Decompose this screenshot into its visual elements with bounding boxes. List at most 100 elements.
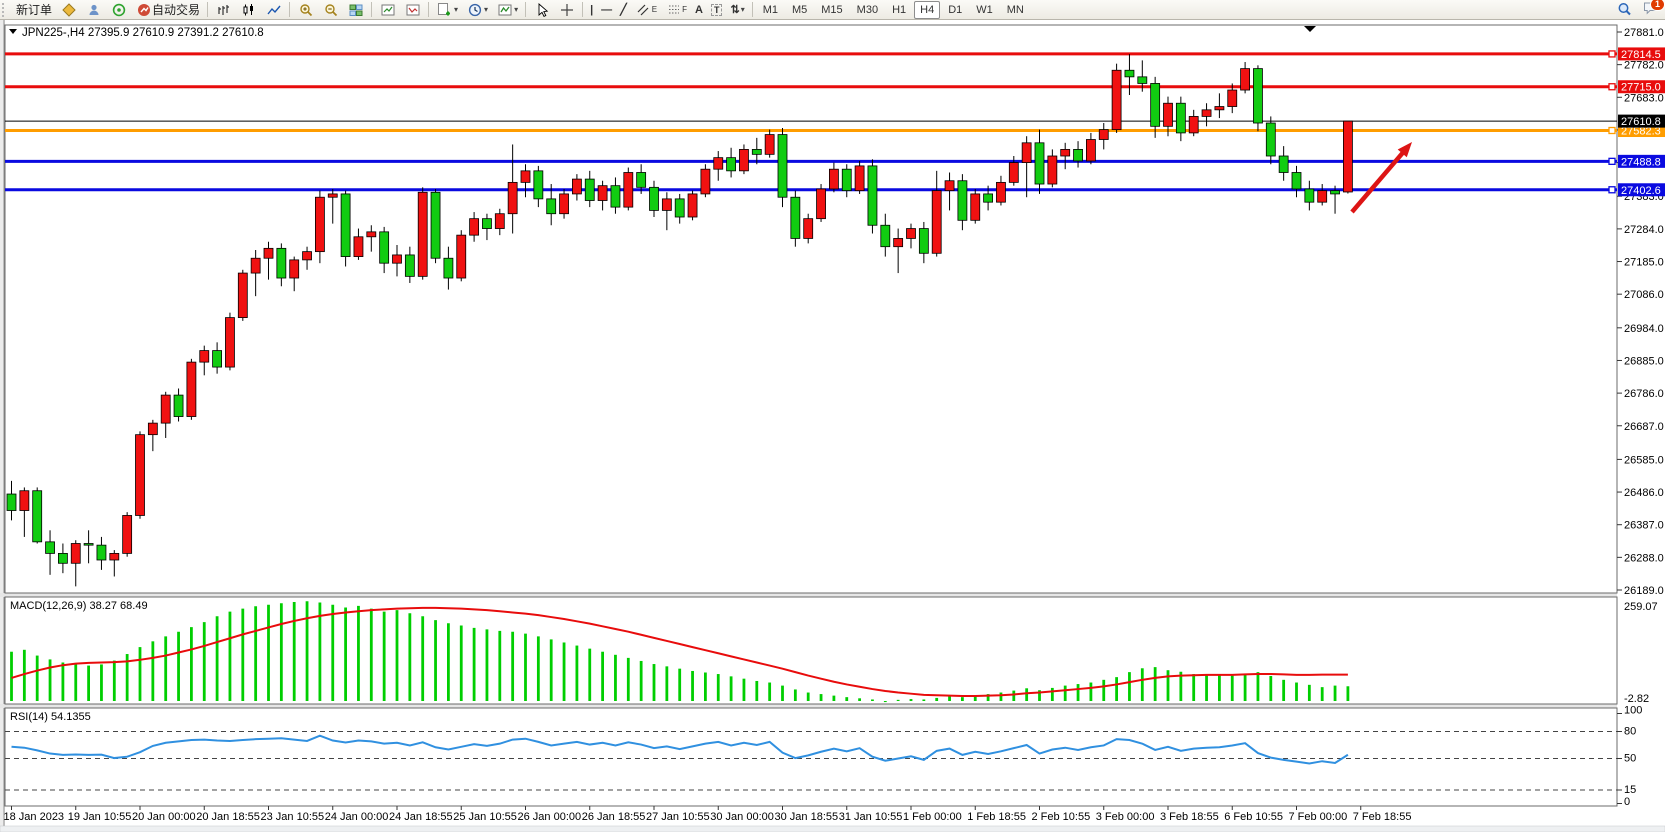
price-tick-label: 26387.0	[1624, 520, 1664, 532]
time-tick-label: 3 Feb 00:00	[1096, 811, 1155, 823]
candle-bull	[135, 434, 145, 516]
profiles-button[interactable]	[81, 0, 106, 19]
candle-bull	[1214, 106, 1225, 111]
tile-windows-icon	[347, 2, 364, 18]
chart-shift-marker[interactable]	[1304, 26, 1316, 32]
candle-bear	[1253, 68, 1263, 124]
candle-bull	[1317, 190, 1328, 203]
navigator-button[interactable]	[106, 0, 131, 19]
price-axis[interactable]: 27881.027782.027683.027584.027485.027383…	[1608, 27, 1665, 597]
new-order-button[interactable]: 新订单	[12, 0, 56, 19]
timeframe-button-M1[interactable]: M1	[762, 3, 778, 16]
line-anchor-square[interactable]	[1608, 83, 1616, 91]
candle-bear	[983, 193, 993, 203]
auto-scroll-button[interactable]	[375, 0, 400, 19]
time-tick-label: 23 Jan 10:55	[261, 811, 325, 823]
timeframe-group: M1 M5 M15 M30 H1 H4 D1 W1 MN	[756, 0, 1031, 19]
time-tick-label: 2 Feb 10:55	[1032, 811, 1091, 823]
trend-arrow-annotation[interactable]	[1350, 142, 1412, 214]
candle-bull	[559, 193, 569, 215]
timeframe-button-M30[interactable]: M30	[856, 3, 879, 16]
horizontal-line-tool-button[interactable]: —	[597, 0, 616, 19]
main-chart-panel[interactable]	[4, 24, 1618, 594]
candlestick-chart-button[interactable]	[236, 0, 261, 19]
time-tick-label: 25 Jan 10:55	[453, 811, 517, 823]
price-tick-label: 26486.0	[1624, 487, 1664, 499]
text-label-tool-button[interactable]: T	[707, 0, 727, 19]
equidistant-channel-tool-button[interactable]: E	[631, 0, 661, 19]
arrows-tool-icon: ⇅	[730, 4, 740, 16]
chart-shift-button[interactable]	[400, 0, 425, 19]
text-tool-button[interactable]: A	[691, 0, 707, 19]
arrows-tool-button[interactable]: ⇅ ▾	[726, 0, 748, 19]
chat-button[interactable]: 1	[1643, 0, 1665, 18]
title-dropdown-icon[interactable]	[9, 29, 17, 34]
cursor-tool-button[interactable]	[529, 0, 554, 19]
candle-bear	[58, 552, 68, 564]
toolbar-grip[interactable]	[2, 2, 9, 17]
candle-bull	[1098, 129, 1109, 140]
price-tick-label: 27782.0	[1624, 60, 1664, 72]
bar-chart-button[interactable]	[211, 0, 236, 19]
top-toolbar: 新订单 自动交易 ▾ ▾ ▾	[0, 0, 1665, 20]
line-anchor-square[interactable]	[1608, 50, 1616, 58]
candle-bear	[636, 172, 647, 188]
arrow-head[interactable]	[1397, 142, 1412, 158]
time-tick-label: 7 Feb 00:00	[1289, 811, 1348, 823]
timeframe-button-MN[interactable]: MN	[1006, 3, 1024, 16]
line-anchor-square[interactable]	[1608, 186, 1616, 194]
timeframe-button-W1[interactable]: W1	[976, 3, 993, 16]
candle-bear	[880, 224, 891, 248]
autotrading-button[interactable]: 自动交易	[131, 0, 204, 19]
time-tick-label: 1 Feb 00:00	[903, 811, 962, 823]
fibonacci-tool-button[interactable]: F	[661, 0, 691, 19]
candle-bull	[147, 422, 158, 436]
periods-button[interactable]: ▾	[462, 0, 492, 19]
panel-splitter[interactable]	[0, 704, 1617, 708]
rsi-axis-label: 50	[1624, 753, 1636, 765]
timeframe-button-M5[interactable]: M5	[791, 3, 808, 16]
trendline-tool-button[interactable]: ╱	[616, 0, 631, 19]
price-label-text: 27715.0	[1621, 82, 1661, 94]
line-chart-button[interactable]	[261, 0, 286, 19]
time-axis[interactable]: 18 Jan 2023 19 Jan 10:55 20 Jan 00:00 20 Ja…	[4, 806, 1412, 823]
timeframe-button-M15[interactable]: M15	[821, 3, 843, 16]
zoom-out-button[interactable]	[318, 0, 343, 19]
macd-signal-line	[11, 606, 1348, 697]
chart-title-block[interactable]: JPN225-,H4 27395.9 27610.9 27391.2 27610…	[9, 27, 264, 39]
candle-bull	[520, 170, 531, 183]
macd-panel[interactable]	[4, 596, 1618, 705]
candle-bull	[302, 251, 312, 261]
templates-button[interactable]: ▾	[492, 0, 522, 19]
market-watch-button[interactable]	[56, 0, 81, 19]
line-anchor-square[interactable]	[1608, 126, 1616, 135]
candle-bull	[494, 213, 505, 229]
timeframe-button-H4[interactable]: H4	[914, 0, 941, 19]
panel-splitter[interactable]	[0, 593, 1617, 597]
candle-bear	[751, 149, 762, 155]
left-window-edge	[0, 19, 5, 826]
candle-bear	[1291, 172, 1302, 190]
candle-bear	[867, 165, 878, 226]
time-tick-label: 26 Jan 18:55	[582, 811, 646, 823]
candle-bull	[893, 238, 904, 248]
rsi-panel[interactable]	[4, 707, 1618, 807]
zoom-in-button[interactable]	[293, 0, 318, 19]
timeframe-button-H1[interactable]: H1	[892, 3, 907, 16]
candle-bull	[160, 394, 171, 424]
search-icon[interactable]	[1616, 2, 1633, 18]
rsi-label: RSI(14) 54.1355	[10, 711, 91, 723]
time-tick-label: 18 Jan 2023	[4, 811, 65, 823]
indicators-button[interactable]: ▾	[432, 0, 462, 19]
arrow-shaft[interactable]	[1350, 148, 1407, 214]
time-tick-label: 3 Feb 18:55	[1160, 811, 1219, 823]
vertical-line-tool-button[interactable]: |	[586, 0, 597, 19]
tile-windows-button[interactable]	[343, 0, 368, 19]
time-tick-label: 26 Jan 00:00	[518, 811, 582, 823]
candle-bull	[1227, 89, 1238, 107]
crosshair-tool-button[interactable]	[554, 0, 579, 19]
candle-bull	[931, 190, 942, 254]
line-anchor-square[interactable]	[1608, 157, 1616, 165]
timeframe-button-D1[interactable]: D1	[948, 3, 963, 16]
